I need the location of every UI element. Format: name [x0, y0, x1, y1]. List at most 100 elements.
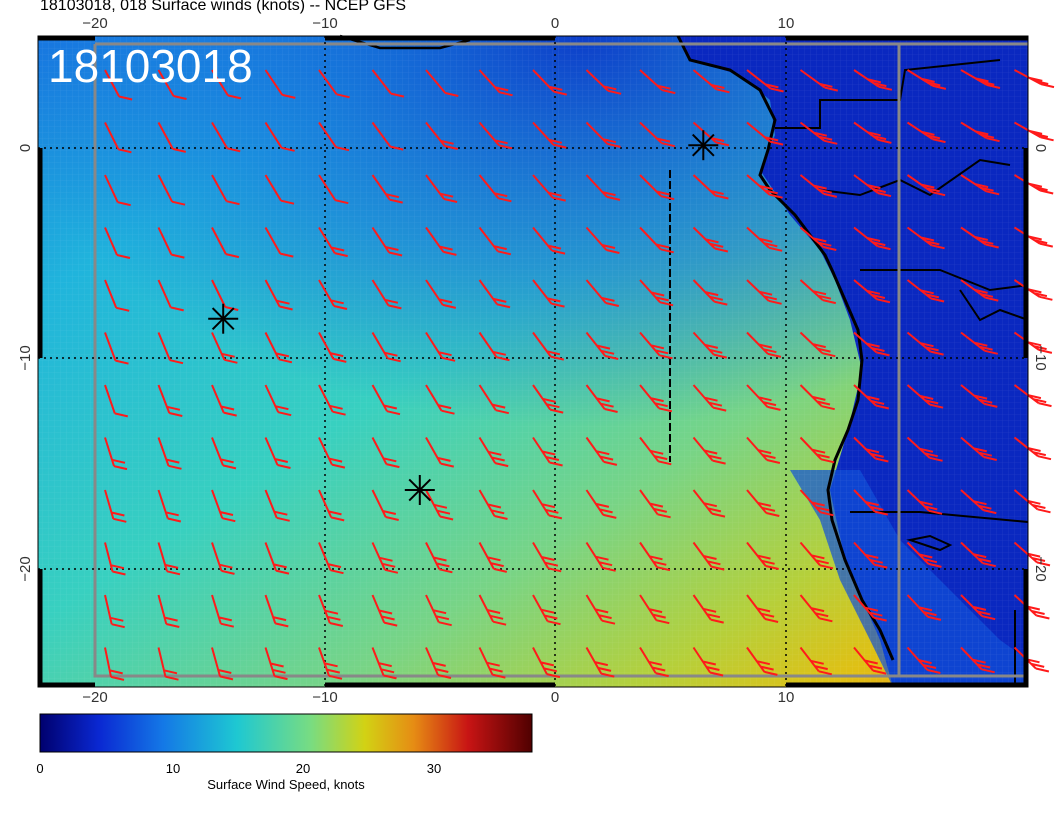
wind-barb [104, 174, 131, 207]
lon-tick-bottom-3: 0 [551, 689, 559, 706]
wind-barb [960, 594, 996, 621]
wind-barb [692, 646, 724, 677]
wind-barb [1013, 489, 1051, 514]
wind-barb [104, 332, 129, 365]
wind-barb [585, 121, 621, 148]
wind-barb [104, 542, 126, 576]
wind-barb [532, 489, 563, 520]
wind-barb [960, 226, 999, 249]
wind-barb [371, 594, 398, 627]
wind-barb [692, 174, 729, 200]
wind-barb [960, 69, 1001, 89]
wind-barb [211, 542, 235, 575]
lon-tick-bottom-4: 10 [778, 689, 795, 706]
wind-barb [318, 647, 343, 680]
storm-marker [208, 303, 239, 334]
wind-barb [157, 174, 186, 206]
wind-barb [799, 279, 837, 305]
wind-barb [425, 489, 454, 521]
wind-barb [853, 594, 887, 622]
wind-barb [692, 384, 727, 412]
wind-barb [425, 542, 453, 574]
lat-tick-left-1: 0 [17, 144, 34, 152]
lat-tick-right-1: 0 [1032, 144, 1049, 152]
wind-barb [692, 331, 728, 359]
wind-barb [799, 646, 833, 676]
wind-barb [264, 594, 289, 628]
wind-barb [371, 437, 400, 469]
wind-barb [639, 384, 673, 413]
wind-barb [746, 594, 779, 623]
wind-barb [478, 542, 508, 573]
wind-barb [853, 489, 889, 516]
wind-barb [585, 226, 620, 254]
wind-barb [478, 69, 513, 97]
wind-barb [318, 332, 347, 363]
wind-barb [318, 489, 345, 522]
colorbar-tick-30: 30 [427, 761, 441, 776]
wind-barb [157, 437, 182, 470]
wind-barb [104, 227, 131, 259]
wind-barb [639, 541, 671, 572]
wind-barb [692, 541, 725, 571]
wind-barb [104, 489, 127, 523]
lon-tick-top-3: 0 [551, 15, 559, 32]
wind-barb [799, 541, 834, 570]
lat-tick-right-3: −20 [1032, 556, 1049, 581]
storm-marker [404, 475, 435, 505]
wind-barb [478, 436, 509, 468]
wind-barb [692, 69, 730, 94]
wind-barb [532, 384, 564, 414]
wind-barb [318, 437, 346, 469]
wind-barb [264, 437, 291, 469]
wind-barb [639, 646, 669, 678]
wind-barb [799, 69, 839, 92]
wind-barb [746, 174, 783, 199]
wind-barb [799, 384, 835, 411]
wind-barb [532, 541, 562, 573]
wind-barb [211, 594, 235, 628]
wind-barb [157, 69, 187, 100]
wind-barb [960, 331, 999, 355]
lon-tick-bottom-2: −10 [312, 689, 337, 706]
wind-barb [639, 226, 674, 254]
wind-barb [692, 489, 726, 518]
wind-barb [318, 594, 344, 627]
wind-barb [425, 226, 457, 256]
wind-barb [532, 594, 561, 626]
wind-barb [425, 279, 457, 309]
wind-barb [960, 489, 997, 515]
wind-barb [960, 646, 995, 674]
wind-barb [478, 594, 507, 626]
wind-barb [318, 542, 344, 575]
lon-tick-top-1: −20 [82, 15, 107, 32]
wind-barb [264, 332, 293, 364]
wind-barb [853, 331, 890, 357]
wind-barb [478, 174, 512, 203]
wind-barb [692, 594, 724, 624]
wind-barb [906, 121, 946, 144]
wind-barb [692, 121, 730, 147]
wind-barb [746, 69, 784, 93]
wind-barb [585, 69, 622, 95]
wind-barb [104, 437, 128, 471]
wind-barb [371, 69, 405, 98]
wind-barb [906, 594, 942, 621]
colorbar-label: Surface Wind Speed, knots [207, 777, 365, 792]
wind-barb [104, 647, 125, 681]
wind-barb [746, 646, 778, 676]
wind-barb [371, 174, 403, 204]
lon-tick-top-2: −10 [312, 15, 337, 32]
wind-barb [425, 121, 458, 150]
domain-frame [93, 42, 1028, 678]
wind-barb [318, 226, 348, 258]
wind-barb [264, 69, 296, 99]
wind-barb [104, 279, 130, 312]
wind-barb [746, 226, 783, 252]
wind-barb [799, 594, 833, 623]
coastline [676, 35, 895, 661]
wind-barb [585, 279, 620, 307]
wind-barb [853, 69, 893, 91]
wind-barb [960, 541, 997, 568]
wind-barb [371, 226, 403, 257]
